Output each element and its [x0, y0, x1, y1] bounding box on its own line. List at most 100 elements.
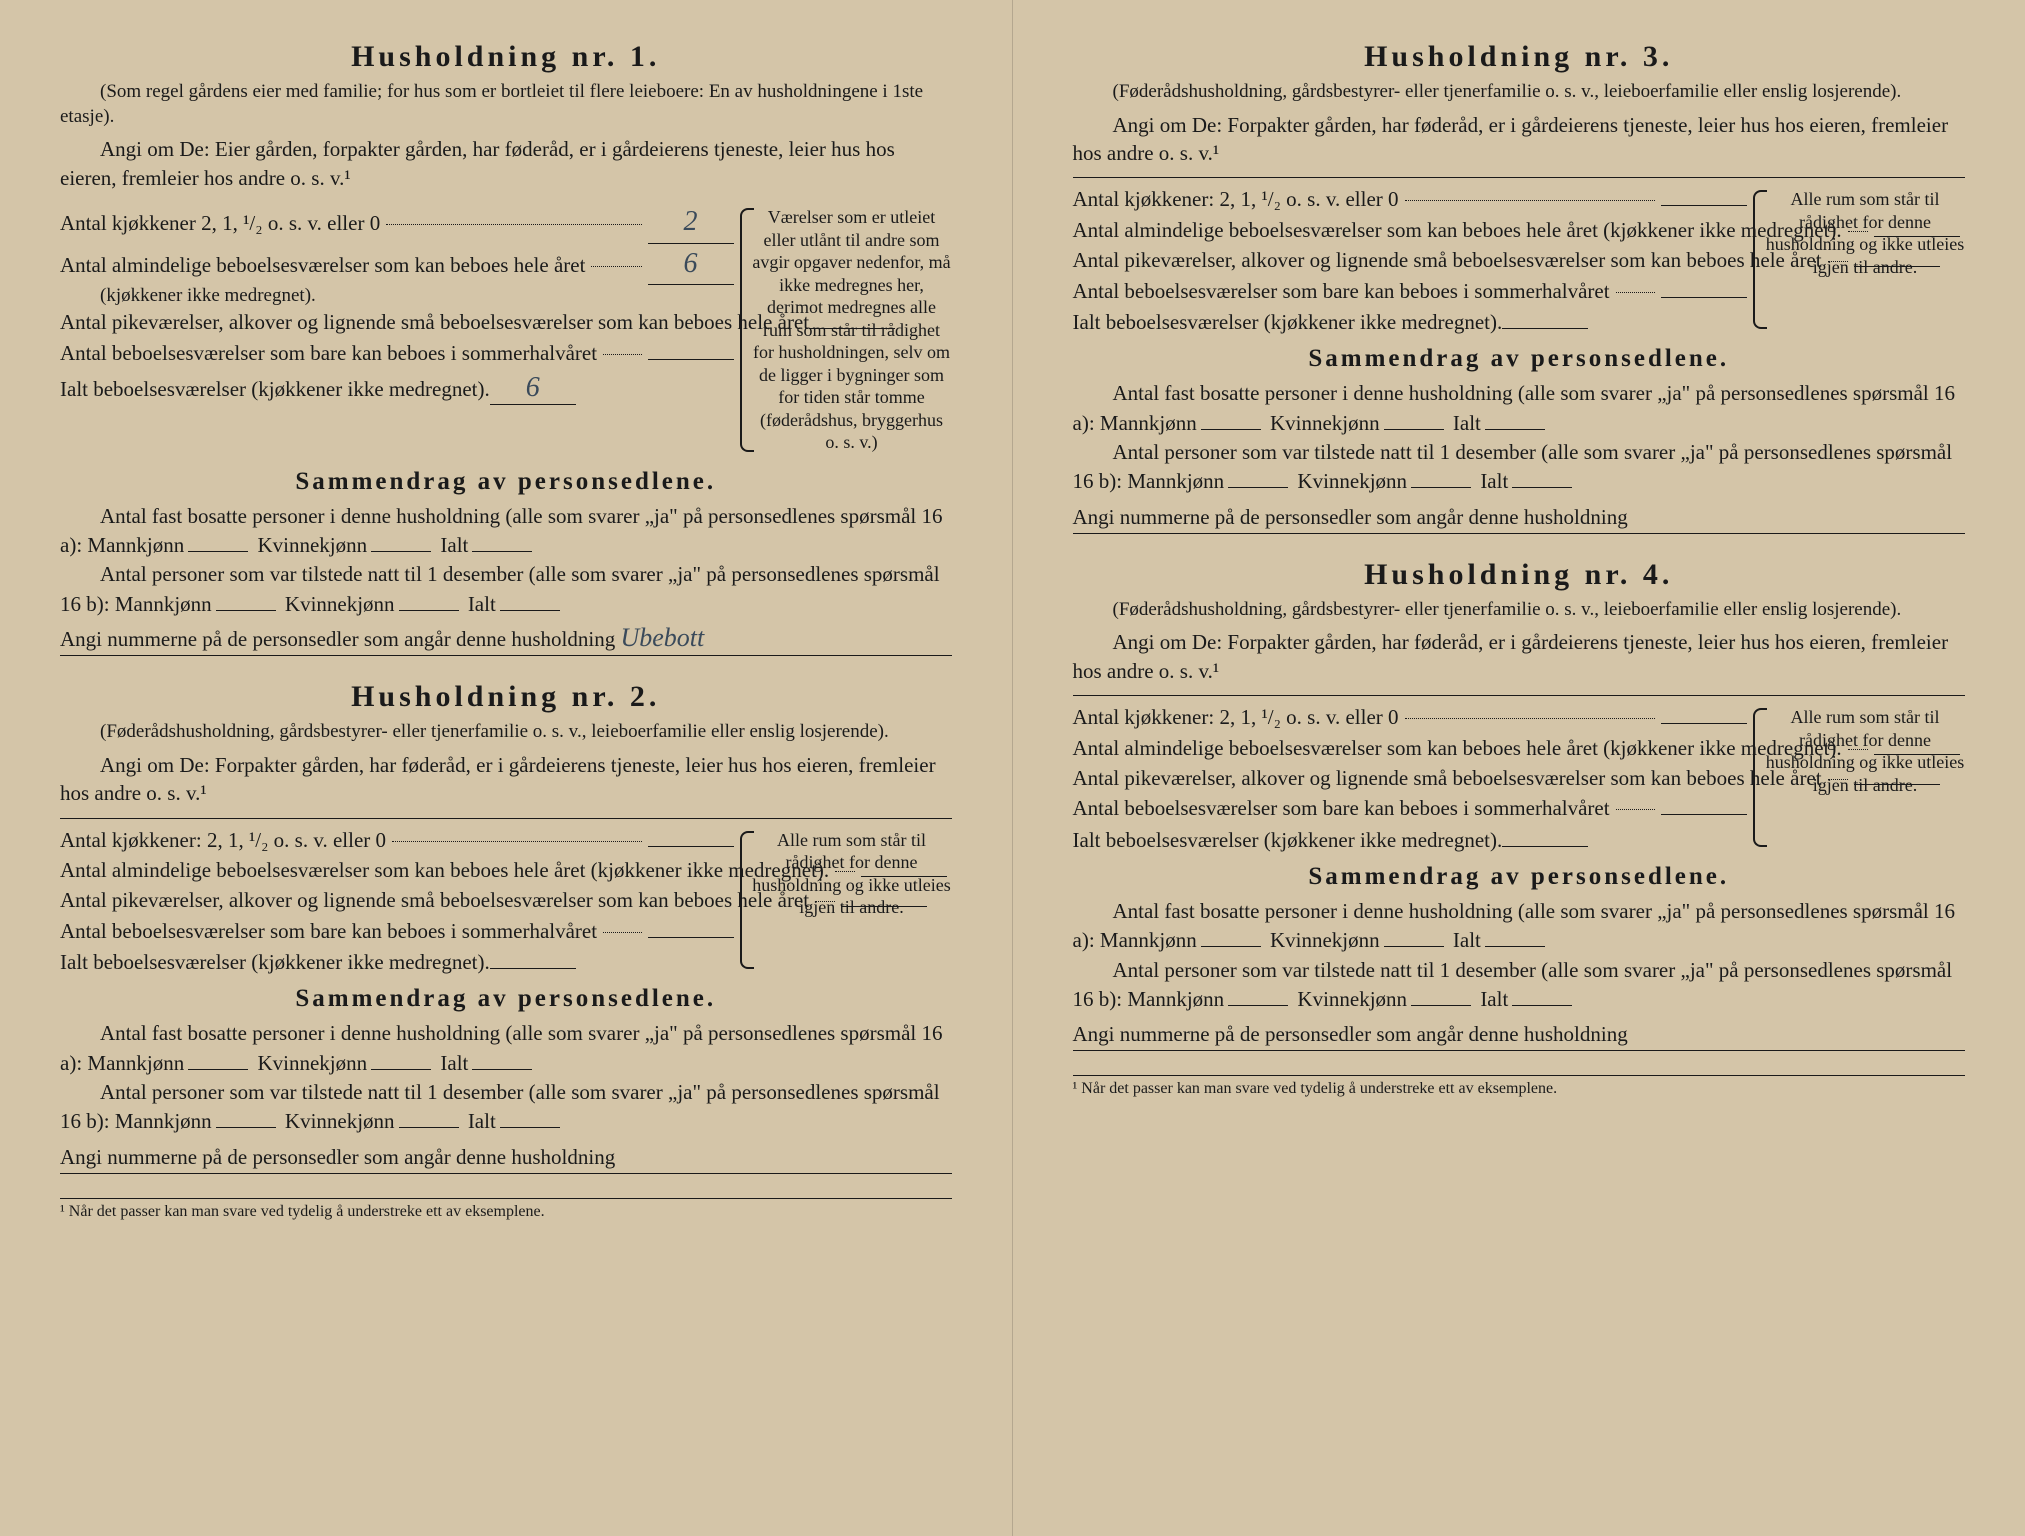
fields-left: Antal kjøkkener: 2, 1, ¹/₂ o. s. v. elle…: [1073, 184, 1748, 335]
angi-nums-label: Angi nummerne på de personsedler som ang…: [60, 1145, 615, 1169]
rooms-label: Antal almindelige beboelsesværelser som …: [1073, 733, 1842, 763]
kvinn-label: Kvinnekjønn: [1297, 469, 1407, 493]
ialt-label: Ialt: [1480, 987, 1508, 1011]
kitchens-field: Antal kjøkkener: 2, 1, ¹/₂ o. s. v. elle…: [1073, 702, 1748, 732]
ialt-blank[interactable]: [1512, 487, 1572, 488]
footnote: ¹ Når det passer kan man svare ved tydel…: [1073, 1075, 1966, 1098]
ialt-label: Ialt: [468, 592, 496, 616]
kitchens-field: Antal kjøkkener 2, 1, ¹/₂ o. s. v. eller…: [60, 202, 734, 244]
fields-left: Antal kjøkkener 2, 1, ¹/₂ o. s. v. eller…: [60, 202, 734, 458]
summer-value[interactable]: [1661, 814, 1747, 815]
ialt-blank[interactable]: [1485, 429, 1545, 430]
rooms-field: Antal almindelige beboelsesværelser som …: [1073, 215, 1748, 245]
s16b-label: Antal personer som var tilstede natt til…: [60, 562, 940, 615]
mann-blank[interactable]: [188, 551, 248, 552]
summer-label: Antal beboelsesværelser som bare kan beb…: [60, 916, 597, 946]
kvinn-blank[interactable]: [1411, 1005, 1471, 1006]
s16a-label: Antal fast bosatte personer i denne hush…: [60, 504, 943, 557]
household-subtitle: (Føderådshusholdning, gårdsbestyrer- ell…: [1073, 598, 1966, 623]
summer-value[interactable]: [1661, 297, 1747, 298]
kitchens-label: Antal kjøkkener 2, 1, ¹/₂ o. s. v. eller…: [60, 208, 380, 238]
kvinn-label: Kvinnekjønn: [285, 1109, 395, 1133]
angi-nums: Angi nummerne på de personsedler som ang…: [1073, 501, 1966, 534]
kitchens-value[interactable]: 2: [648, 202, 734, 244]
kvinn-blank[interactable]: [1411, 487, 1471, 488]
summer-label: Antal beboelsesværelser som bare kan beb…: [60, 338, 597, 368]
kitchens-field: Antal kjøkkener: 2, 1, ¹/₂ o. s. v. elle…: [1073, 184, 1748, 214]
ialt-blank[interactable]: [1485, 946, 1545, 947]
summary-title: Sammendrag av personsedlene.: [1073, 345, 1966, 373]
ialt-blank[interactable]: [472, 1069, 532, 1070]
total-value[interactable]: [1502, 846, 1588, 847]
s16a-text: Antal fast bosatte personer i denne hush…: [1073, 897, 1966, 956]
dots: [603, 932, 641, 933]
kvinn-label: Kvinnekjønn: [1297, 987, 1407, 1011]
kvinn-blank[interactable]: [371, 1069, 431, 1070]
footnote: ¹ Når det passer kan man svare ved tydel…: [60, 1198, 952, 1221]
mann-blank[interactable]: [1201, 429, 1261, 430]
s16b-label: Antal personer som var tilstede natt til…: [60, 1080, 940, 1133]
left-page: Husholdning nr. 1. (Som regel gårdens ei…: [0, 0, 1013, 1536]
angi-line: Angi om De: Eier gården, forpakter gårde…: [60, 135, 952, 192]
dots: [392, 841, 641, 842]
angi-nums-value[interactable]: Ubebott: [620, 623, 704, 652]
kitchens-value[interactable]: [648, 846, 734, 847]
household-title: Husholdning nr. 2.: [60, 680, 952, 714]
household-title: Husholdning nr. 4.: [1073, 558, 1966, 592]
s16b-text: Antal personer som var tilstede natt til…: [1073, 438, 1966, 497]
s16a-label: Antal fast bosatte personer i denne hush…: [60, 1021, 943, 1074]
ialt-blank[interactable]: [1512, 1005, 1572, 1006]
kvinn-blank[interactable]: [399, 610, 459, 611]
pike-label: Antal pikeværelser, alkover og lignende …: [1073, 245, 1822, 275]
rooms-field: Antal almindelige beboelsesværelser som …: [60, 855, 734, 885]
mann-blank[interactable]: [1228, 487, 1288, 488]
separator: [60, 818, 952, 819]
side-note: Alle rum som står til rådighet for denne…: [1765, 702, 1965, 853]
dots: [591, 266, 641, 267]
mann-blank[interactable]: [216, 610, 276, 611]
rooms-label: Antal almindelige beboelsesværelser som …: [60, 855, 829, 885]
total-label: Ialt beboelsesværelser (kjøkkener ikke m…: [1073, 828, 1503, 853]
kvinn-blank[interactable]: [1384, 429, 1444, 430]
kvinn-blank[interactable]: [399, 1127, 459, 1128]
rooms-value[interactable]: 6: [648, 244, 734, 286]
dots: [1405, 200, 1655, 201]
summer-value[interactable]: [648, 359, 734, 360]
summary-title: Sammendrag av personsedlene.: [60, 468, 952, 496]
dots: [386, 224, 641, 225]
s16a-text: Antal fast bosatte personer i denne hush…: [60, 1019, 952, 1078]
mann-blank[interactable]: [1201, 946, 1261, 947]
ialt-label: Ialt: [440, 533, 468, 557]
total-field: Ialt beboelsesværelser (kjøkkener ikke m…: [1073, 828, 1748, 853]
fields-left: Antal kjøkkener: 2, 1, ¹/₂ o. s. v. elle…: [60, 825, 734, 976]
total-label: Ialt beboelsesværelser (kjøkkener ikke m…: [60, 377, 490, 402]
s16b-text: Antal personer som var tilstede natt til…: [1073, 956, 1966, 1015]
ialt-label: Ialt: [1453, 411, 1481, 435]
ialt-blank[interactable]: [500, 1127, 560, 1128]
summer-field: Antal beboelsesværelser som bare kan beb…: [1073, 276, 1748, 306]
mann-blank[interactable]: [1228, 1005, 1288, 1006]
total-value[interactable]: [490, 968, 576, 969]
ialt-blank[interactable]: [500, 610, 560, 611]
mann-blank[interactable]: [188, 1069, 248, 1070]
kitchens-value[interactable]: [1661, 205, 1747, 206]
angi-nums: Angi nummerne på de personsedler som ang…: [60, 623, 952, 656]
fields-row: Antal kjøkkener: 2, 1, ¹/₂ o. s. v. elle…: [60, 825, 952, 976]
summer-value[interactable]: [648, 937, 734, 938]
rooms-label: Antal almindelige beboelsesværelser som …: [1073, 215, 1842, 245]
pike-field: Antal pikeværelser, alkover og lignende …: [60, 307, 734, 337]
summer-field: Antal beboelsesværelser som bare kan beb…: [1073, 793, 1748, 823]
angi-nums-label: Angi nummerne på de personsedler som ang…: [1073, 505, 1628, 529]
kvinn-blank[interactable]: [1384, 946, 1444, 947]
total-label: Ialt beboelsesværelser (kjøkkener ikke m…: [1073, 310, 1503, 335]
rooms-label: Antal almindelige beboelsesværelser som …: [60, 250, 585, 280]
kvinn-blank[interactable]: [371, 551, 431, 552]
ialt-label: Ialt: [440, 1051, 468, 1075]
side-note: Alle rum som står til rådighet for denne…: [752, 825, 952, 976]
total-value[interactable]: 6: [490, 372, 576, 405]
summer-field: Antal beboelsesværelser som bare kan beb…: [60, 916, 734, 946]
ialt-blank[interactable]: [472, 551, 532, 552]
total-value[interactable]: [1502, 328, 1588, 329]
mann-blank[interactable]: [216, 1127, 276, 1128]
kitchens-value[interactable]: [1661, 723, 1747, 724]
